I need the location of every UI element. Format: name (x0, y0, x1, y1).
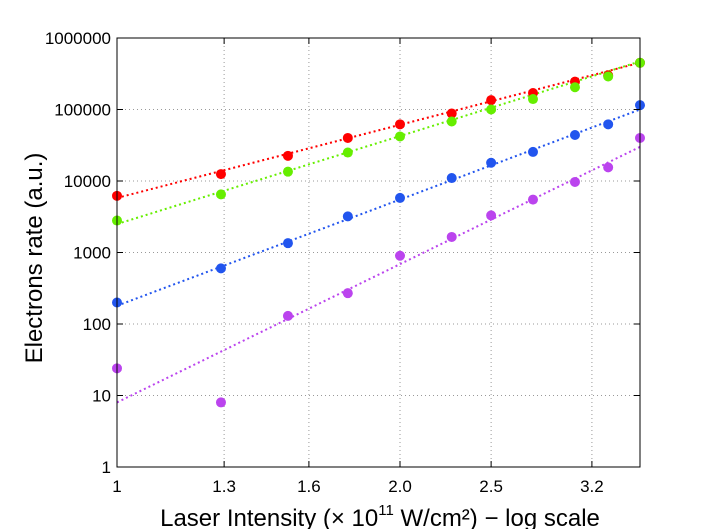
data-point-series-3 (282, 238, 293, 249)
data-point-series-2 (603, 71, 614, 82)
data-point-series-4 (282, 310, 293, 321)
data-point-series-3 (603, 119, 614, 130)
fit-line-series-2 (116, 60, 641, 226)
data-point-series-1 (282, 150, 293, 161)
y-tick-label: 10 (92, 387, 111, 406)
fit-line-series-3 (116, 108, 641, 307)
data-points (112, 57, 645, 408)
fit-lines (116, 60, 641, 404)
data-point-series-3 (569, 129, 580, 140)
data-point-series-2 (215, 189, 226, 200)
data-point-series-1 (486, 95, 497, 106)
data-point-series-2 (282, 166, 293, 177)
x-axis-label: Laser Intensity (× 1011 W/cm²) − log sca… (160, 502, 600, 529)
data-point-series-4 (527, 194, 538, 205)
data-point-series-4 (342, 288, 353, 299)
data-point-series-2 (446, 116, 457, 127)
data-point-series-2 (569, 82, 580, 93)
data-point-series-4 (486, 210, 497, 221)
data-point-series-3 (486, 157, 497, 168)
y-tick-label: 10000 (64, 172, 111, 191)
y-tick-label: 100 (83, 315, 111, 334)
axis-ticks (116, 37, 640, 468)
data-point-series-3 (342, 211, 353, 222)
data-point-series-2 (342, 147, 353, 158)
y-tick-label: 1 (102, 458, 111, 477)
data-point-series-1 (215, 169, 226, 180)
y-tick-label: 1000000 (45, 29, 111, 48)
data-point-series-3 (527, 146, 538, 157)
y-tick-label: 1000 (73, 244, 111, 263)
data-point-series-3 (446, 173, 457, 184)
data-point-series-3 (395, 192, 406, 203)
data-point-series-1 (446, 108, 457, 119)
y-tick-labels: 1 10 100 1000 10000 100000 1000000 (45, 29, 111, 477)
x-tick-label: 1.3 (212, 477, 236, 496)
data-point-series-1 (342, 132, 353, 143)
x-tick-label: 2.0 (388, 477, 412, 496)
x-tick-label: 1.6 (297, 477, 321, 496)
fit-line-series-1 (116, 61, 641, 199)
data-point-series-2 (486, 104, 497, 115)
x-tick-labels: 1 1.3 1.6 2.0 2.5 3.2 (112, 477, 603, 496)
data-point-series-4 (215, 397, 226, 408)
data-point-series-4 (395, 250, 406, 261)
y-axis-label: Electrons rate (a.u.) (21, 153, 48, 364)
grid (116, 37, 640, 468)
x-tick-label: 1 (112, 477, 121, 496)
data-point-series-3 (215, 263, 226, 274)
y-tick-label: 100000 (54, 101, 111, 120)
data-point-series-2 (527, 94, 538, 105)
data-point-series-4 (569, 176, 580, 187)
data-point-series-2 (395, 131, 406, 142)
x-tick-label: 3.2 (580, 477, 604, 496)
x-tick-label: 2.5 (479, 477, 503, 496)
data-point-series-4 (603, 162, 614, 173)
data-point-series-1 (395, 119, 406, 130)
data-point-series-4 (446, 231, 457, 242)
fit-line-series-4 (116, 145, 641, 404)
